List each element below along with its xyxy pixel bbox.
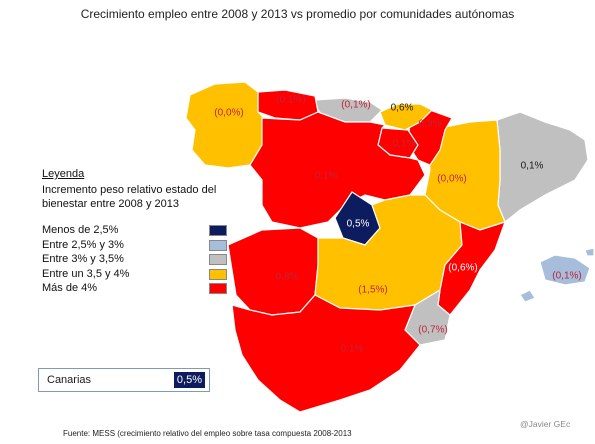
legend-items: Menos de 2,5% Entre 2,5% y 3% Entre 3% y…: [42, 223, 242, 296]
map-title: Crecimiento empleo entre 2008 y 2013 vs …: [80, 7, 515, 21]
legend-subtitle: Incremento peso relativo estado del bien…: [42, 184, 217, 210]
legend-item-label: Menos de 2,5%: [42, 224, 119, 236]
label-castilla-la-mancha: (1,5%): [358, 284, 388, 296]
legend-title: Leyenda: [42, 168, 85, 180]
label-cataluna: 0,1%: [520, 160, 544, 172]
legend-swatch: [209, 239, 227, 251]
label-la-rioja: 0,1%: [392, 138, 416, 150]
label-baleares: (0,1%): [552, 270, 582, 282]
region-andalucia[interactable]: [231, 294, 421, 413]
legend-item: Más de 4%: [42, 281, 227, 296]
island-ibiza: [519, 289, 536, 303]
label-castilla-leon: 0,1%: [314, 170, 338, 182]
label-navarra: 0,3%: [418, 118, 442, 130]
region-valencia[interactable]: [437, 221, 506, 316]
legend-swatch: [209, 254, 227, 265]
canarias-box[interactable]: Canarias 0,5%: [38, 368, 210, 392]
canarias-value: 0,5%: [173, 372, 205, 388]
legend-item-label: Entre 3% y 3,5%: [42, 253, 124, 265]
island-menorca: [584, 247, 595, 257]
canarias-label: Canarias: [47, 374, 92, 386]
legend-item: Menos de 2,5%: [42, 223, 227, 238]
label-andalucia: 0,1%: [340, 343, 364, 355]
legend-item: Entre un 3,5 y 4%: [42, 267, 227, 282]
label-valencia: (0,6%): [448, 262, 478, 274]
legend-swatch: [209, 268, 227, 280]
region-pais-vasco[interactable]: [379, 103, 434, 131]
legend-item-label: Entre un 3,5 y 4%: [42, 267, 130, 280]
legend-swatch: [209, 225, 227, 236]
author-credit: @Javier GEc: [520, 419, 571, 429]
label-asturias: (0,1%): [276, 94, 306, 106]
label-extremadura: 0,8%: [275, 271, 299, 283]
label-murcia: (0,7%): [418, 324, 448, 336]
label-pais-vasco: 0,6%: [390, 102, 414, 114]
label-aragon: (0,0%): [437, 173, 467, 185]
region-baleares[interactable]: [539, 254, 591, 286]
region-castilla-leon[interactable]: [249, 111, 426, 229]
legend-item-label: Entre 2,5% y 3%: [42, 238, 124, 251]
source-note: Fuente: MESS (crecimiento relativo del e…: [63, 429, 352, 438]
legend-item: Entre 3% y 3,5%: [42, 252, 227, 267]
legend-item: Entre 2,5% y 3%: [42, 238, 227, 253]
legend-item-label: Más de 4%: [42, 282, 98, 294]
legend-swatch: [209, 283, 227, 294]
legend: Leyenda Incremento peso relativo estado …: [42, 168, 242, 296]
label-madrid: 0,5%: [346, 218, 370, 230]
label-galicia: (0,0%): [214, 107, 244, 119]
label-cantabria: (0,1%): [341, 99, 371, 111]
